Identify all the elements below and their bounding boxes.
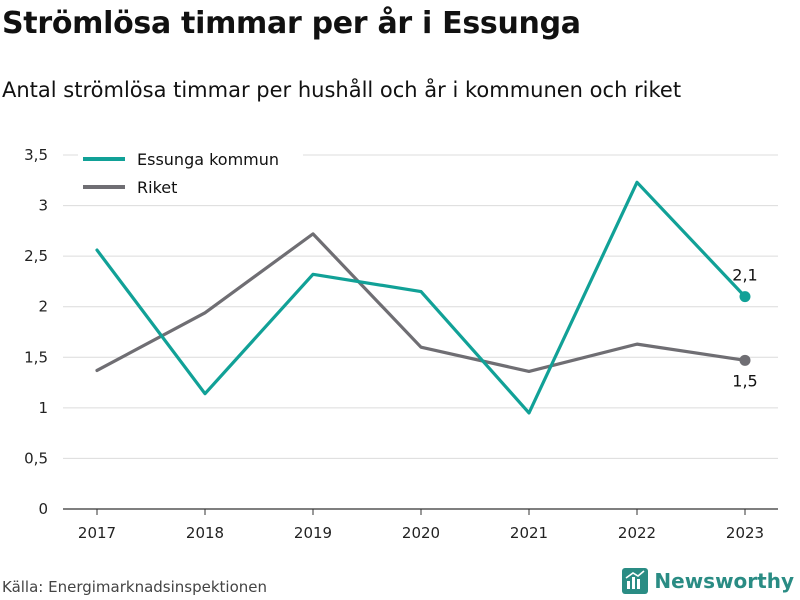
series-line [95, 180, 747, 415]
x-axis: 2017 2018 2019 2020 2021 2022 2023 [63, 508, 778, 542]
y-tick-label: 1,5 [24, 348, 48, 366]
y-tick-label: 2,5 [24, 247, 48, 265]
y-tick-label: 3 [38, 197, 48, 215]
legend-label: Riket [137, 178, 177, 197]
y-tick-label: 0 [38, 500, 48, 518]
x-tick-label: 2023 [726, 524, 764, 542]
legend: Essunga kommun Riket [78, 146, 303, 204]
y-axis: 0 0,5 1 1,5 2 2,5 3 3,5 [24, 146, 48, 518]
bar-chart-logo-icon [622, 568, 649, 594]
x-tick-label: 2017 [78, 524, 116, 542]
data-label: 1,5 [732, 371, 757, 390]
y-tick-label: 1 [38, 399, 48, 417]
data-label: 2,1 [732, 266, 757, 285]
x-tick-label: 2021 [510, 524, 548, 542]
legend-label: Essunga kommun [137, 150, 279, 169]
y-tick-label: 2 [38, 298, 48, 316]
series-lines: 2,1 1,5 [95, 180, 758, 415]
x-tick-label: 2020 [402, 524, 440, 542]
chart-title: Strömlösa timmar per år i Essunga [2, 6, 581, 41]
source-note: Källa: Energimarknadsinspektionen [2, 578, 268, 596]
y-tick-label: 0,5 [24, 449, 48, 467]
series-end-point [739, 354, 751, 366]
legend-background [78, 146, 303, 204]
x-tick-label: 2019 [294, 524, 332, 542]
series-line [95, 232, 747, 374]
x-tick-label: 2022 [618, 524, 656, 542]
chart-subtitle: Antal strömlösa timmar per hushåll och å… [2, 78, 682, 102]
brand-name: Newsworthy [654, 569, 794, 593]
y-tick-label: 3,5 [24, 146, 48, 164]
series-end-point [739, 291, 751, 303]
brand-logo: Newsworthy [622, 568, 794, 594]
x-tick-label: 2018 [186, 524, 224, 542]
